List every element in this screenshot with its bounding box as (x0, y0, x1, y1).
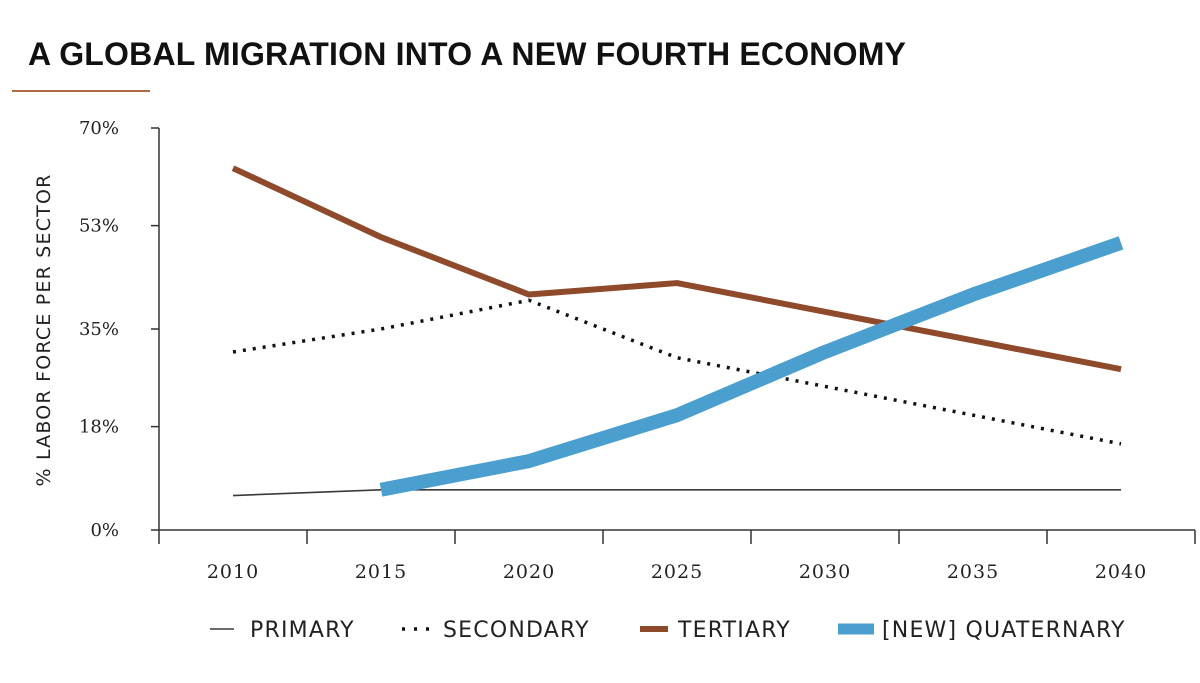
y-tick-label: 0% (90, 520, 119, 541)
y-tick-label: 35% (79, 319, 119, 340)
chart-axes (158, 128, 1195, 531)
y-tick-label: 53% (79, 216, 119, 237)
data-point (677, 357, 678, 358)
x-tick-label: 2030 (799, 561, 851, 583)
legend-label: PRIMARY (250, 618, 355, 643)
x-axis-ticks: 2010 2015 2020 2025 2030 2035 2040 (158, 530, 1196, 583)
series-line-new-quaternary (379, 236, 1124, 497)
x-tick-label: 2020 (503, 561, 555, 583)
y-axis-label: % LABOR FORCE PER SECTOR (33, 173, 55, 486)
title-underline (12, 90, 150, 92)
x-tick-label: 2040 (1095, 561, 1147, 583)
legend-label: [NEW] QUATERNARY (882, 618, 1126, 643)
x-tick-label: 2010 (207, 561, 259, 583)
legend-label: SECONDARY (443, 618, 590, 643)
legend: PRIMARY SECONDARY TERTIARY [NEW] QUATERNARY (210, 618, 1126, 643)
x-tick-label: 2035 (947, 561, 999, 583)
y-tick-label: 70% (79, 118, 119, 139)
x-tick-label: 2025 (651, 561, 703, 583)
legend-label: TERTIARY (677, 618, 791, 643)
series-layer (231, 165, 1124, 497)
series-line-primary (232, 488, 1121, 497)
series-line-secondary (232, 298, 1122, 446)
series-line-tertiary (231, 165, 1122, 373)
y-tick-label: 18% (79, 417, 119, 438)
chart-title: A GLOBAL MIGRATION INTO A NEW FOURTH ECO… (28, 36, 907, 72)
y-axis-ticks: 0% 18% 35% 53% 70% (79, 118, 159, 541)
x-tick-label: 2015 (355, 561, 407, 583)
